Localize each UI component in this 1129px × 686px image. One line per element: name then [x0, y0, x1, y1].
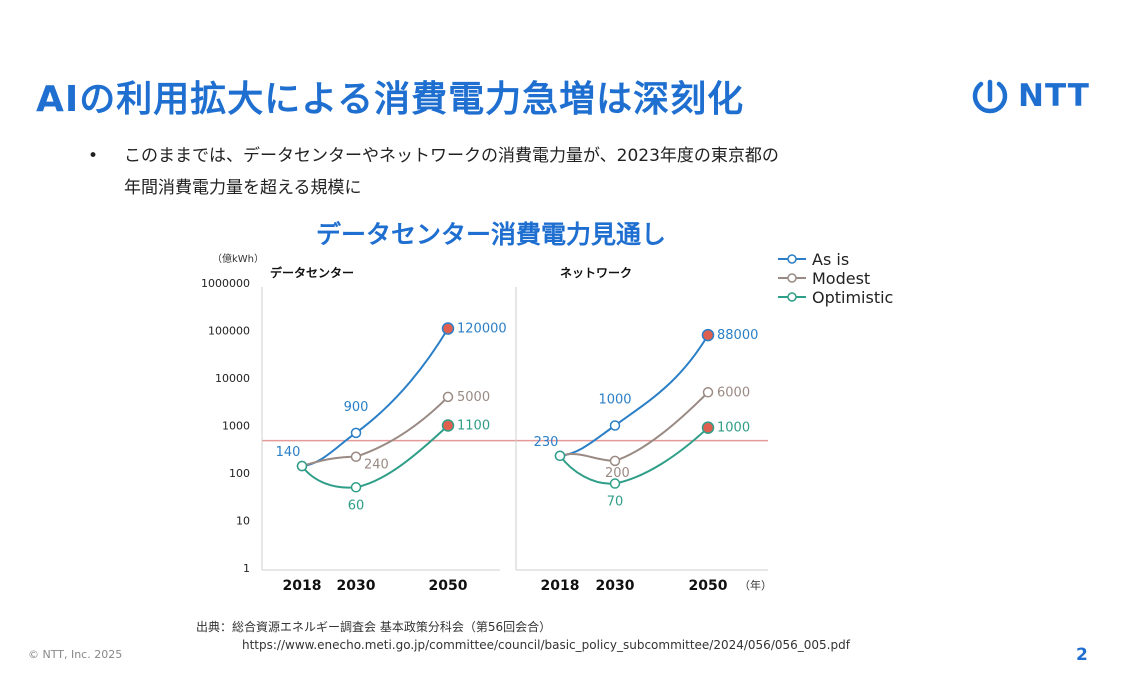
x-tick-label: 2030 [337, 578, 376, 594]
data-label: 1000 [598, 393, 631, 408]
bullet-marker: • [88, 146, 99, 166]
bullet-text: このままでは、データセンターやネットワークの消費電力量が、2023年度の東京都の… [124, 140, 1004, 204]
bullet-line-1: このままでは、データセンターやネットワークの消費電力量が、2023年度の東京都の [124, 146, 779, 166]
legend-marker [787, 254, 797, 264]
data-point [350, 451, 362, 462]
x-tick-label: 2018 [283, 578, 322, 594]
legend-label: As is [812, 250, 849, 269]
data-label: 230 [534, 435, 559, 450]
legend-marker [787, 273, 797, 283]
copyright: © NTT, Inc. 2025 [28, 648, 123, 661]
data-point [701, 421, 715, 434]
data-label: 60 [348, 498, 365, 513]
data-point [350, 427, 362, 439]
ntt-logo: NTT [970, 76, 1090, 116]
data-point [442, 391, 454, 403]
logo-text: NTT [1018, 78, 1090, 114]
data-label: 1000 [717, 421, 750, 436]
x-tick-label: 2030 [596, 578, 635, 594]
data-label: 200 [605, 466, 630, 481]
x-tick-label: 2050 [689, 578, 728, 594]
data-point [296, 460, 308, 472]
data-label: 88000 [717, 328, 758, 343]
y-tick-label: 1000000 [201, 277, 250, 290]
data-point [350, 482, 362, 493]
data-label: 6000 [717, 385, 750, 400]
data-label: 1100 [457, 419, 490, 434]
data-point [609, 478, 621, 489]
legend-label: Optimistic [812, 288, 893, 307]
chart-title: データセンター消費電力見通し [316, 220, 667, 249]
series-line-modest [559, 391, 709, 462]
source-label: 出典：総合資源エネルギー調査会 基本政策分科会（第56回会合） [196, 620, 552, 634]
data-label: 240 [364, 458, 389, 473]
data-label: 120000 [457, 322, 507, 337]
slide-title: AIの利用拡大による消費電力急増は深刻化 [36, 79, 745, 120]
data-point [554, 450, 566, 462]
y-tick-label: 100 [229, 467, 250, 480]
data-point [702, 387, 714, 398]
data-point [609, 455, 621, 467]
source-citation: 出典：総合資源エネルギー調査会 基本政策分科会（第56回会合） https://… [196, 618, 850, 654]
data-point [441, 322, 455, 335]
y-tick-label: 10 [236, 515, 250, 528]
y-tick-label: 10000 [215, 372, 250, 385]
data-label: 5000 [457, 390, 490, 405]
legend-marker [787, 292, 797, 302]
y-tick-label: 1 [243, 562, 250, 575]
x-tick-label: 2018 [541, 578, 580, 594]
bullet-line-2: 年間消費電力量を超える規模に [124, 178, 362, 198]
source-url[interactable]: https://www.enecho.meti.go.jp/committee/… [242, 638, 850, 652]
page-number: 2 [1076, 645, 1088, 665]
data-label: 70 [607, 495, 624, 510]
x-axis-unit: （年） [739, 578, 772, 592]
data-point [441, 419, 455, 432]
panel-title: ネットワーク [560, 266, 632, 280]
data-label: 900 [344, 400, 369, 415]
data-point [701, 328, 715, 342]
data-point [609, 420, 621, 431]
ntt-logo-icon [972, 79, 1008, 114]
data-label: 140 [276, 445, 301, 460]
panel-title: データセンター [270, 265, 354, 280]
y-tick-label: 100000 [208, 325, 250, 338]
y-axis-unit: （億kWh） [212, 252, 264, 265]
y-tick-label: 1000 [222, 420, 250, 433]
series-line-as-is [559, 334, 709, 457]
legend-label: Modest [812, 269, 870, 288]
series-line-modest [301, 396, 449, 468]
x-tick-label: 2050 [429, 578, 468, 594]
